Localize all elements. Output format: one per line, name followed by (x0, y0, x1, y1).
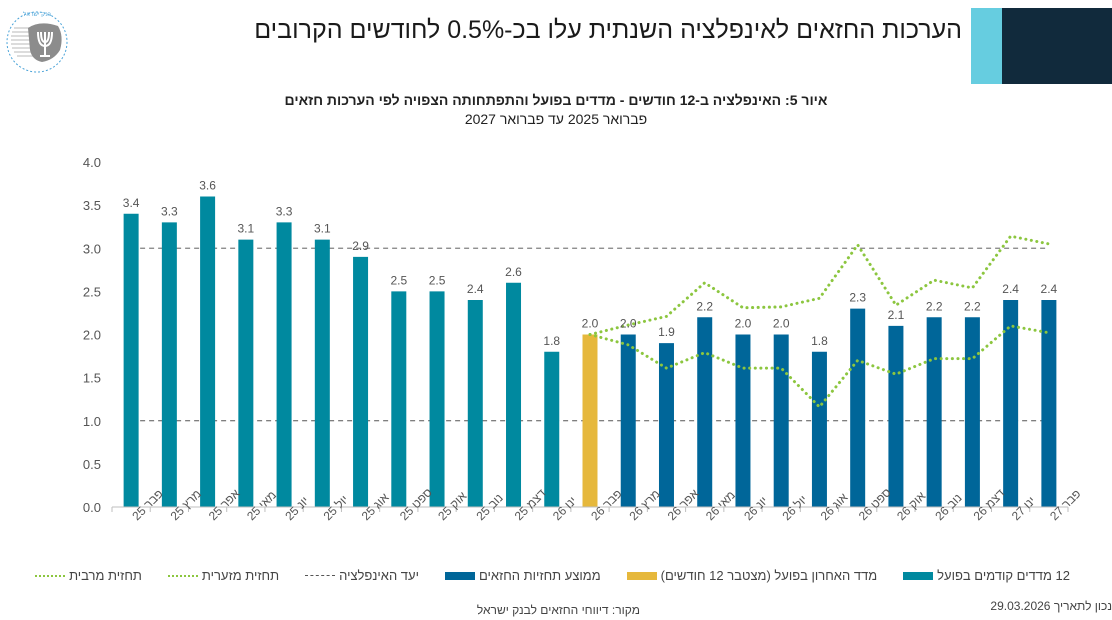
legend-label: יעד האינפלציה (339, 568, 419, 583)
title-accent-dark (1002, 8, 1112, 84)
bar (238, 239, 254, 507)
bar-value-label: 2.6 (505, 265, 522, 279)
y-tick-label: 4.0 (83, 155, 101, 170)
bar-value-label: 2.0 (735, 317, 752, 331)
y-tick-label: 2.0 (83, 328, 101, 343)
legend-swatch (444, 571, 475, 580)
bar (620, 334, 636, 507)
bar (391, 291, 407, 507)
bar (200, 196, 216, 507)
bar-value-label: 3.1 (314, 222, 331, 236)
bar-value-label: 2.0 (582, 317, 599, 331)
source-note: מקור: דיווחי החזאים לבנק ישראל (476, 603, 640, 617)
bar (314, 239, 330, 507)
bar (506, 282, 522, 507)
chart-legend: 12 מדדים קודמים בפועל מדד האחרון בפועל (מ… (35, 568, 1070, 583)
chart-title: איור 5: האינפלציה ב-12 חודשים - מדדים בפ… (284, 92, 828, 108)
legend-label: מדד האחרון בפועל (מצטבר 12 חודשים) (660, 568, 878, 583)
legend-label: תחזית מרבית (69, 568, 142, 583)
legend-swatch (626, 571, 657, 580)
bar (811, 351, 827, 507)
y-tick-label: 0.5 (83, 457, 101, 472)
bar-value-label: 3.4 (123, 196, 140, 210)
legend-item: מדד האחרון בפועל (מצטבר 12 חודשים) (626, 568, 878, 583)
bar-value-label: 2.2 (696, 299, 713, 313)
legend-label: ממוצע תחזיות החזאים (478, 568, 601, 583)
bank-of-israel-logo: בנק ישראל (4, 6, 70, 78)
y-tick-label: 3.0 (83, 241, 101, 256)
bar-value-label: 2.5 (390, 273, 407, 287)
min-forecast-line (588, 324, 1051, 410)
bar (1003, 300, 1019, 507)
bar (658, 343, 674, 507)
bar (276, 222, 292, 507)
bar-value-label: 3.3 (276, 204, 293, 218)
bar-value-label: 3.6 (199, 179, 216, 193)
bar (964, 317, 980, 507)
y-tick-label: 1.5 (83, 371, 101, 386)
svg-text:בנק ישראל: בנק ישראל (23, 11, 52, 18)
bar-value-label: 2.5 (429, 273, 446, 287)
bar (1041, 300, 1057, 507)
bar (353, 256, 369, 507)
bar-value-label: 2.4 (1002, 282, 1019, 296)
legend-dotted-line (35, 574, 66, 577)
bar (926, 317, 942, 507)
inflation-chart: 0.0 0.5 1.0 1.5 2.0 2.5 3.0 3.5 4.0 3.4 3.3 3.6 3.1… (83, 155, 1084, 523)
bar-value-label: 3.3 (161, 204, 178, 218)
bar-value-label: 2.9 (352, 239, 369, 253)
bar-value-label: 3.1 (237, 222, 254, 236)
bar (544, 351, 560, 507)
bar (123, 213, 139, 507)
bar-value-label: 1.8 (543, 334, 560, 348)
bar (850, 308, 866, 507)
chart-subtitle: פברואר 2025 עד פברואר 2027 (464, 111, 648, 127)
bar-value-label: 2.4 (1041, 282, 1058, 296)
date-note: נכון לתאריך 29.03.2026 (990, 599, 1112, 613)
data-labels: 3.4 3.3 3.6 3.1 3.3 3.1 2.9 2.5 2.5 2.4 2.6 1.8 2.0 2… (123, 179, 1058, 348)
bar (735, 334, 751, 507)
legend-item: יעד האינפלציה (305, 568, 419, 583)
bar-value-label: 2.3 (849, 291, 866, 305)
max-forecast-line (588, 234, 1051, 336)
legend-swatch (903, 571, 934, 580)
bar (697, 317, 713, 507)
legend-label: תחזית מזערית (201, 568, 280, 583)
y-tick-label: 1.0 (83, 414, 101, 429)
bar-value-label: 2.2 (964, 299, 981, 313)
bar (467, 300, 483, 507)
bar-value-label: 2.0 (773, 317, 790, 331)
bar-value-label: 2.1 (888, 308, 905, 322)
title-accent-light (971, 8, 1002, 84)
menorah-icon: בנק ישראל (6, 11, 68, 73)
legend-item: תחזית מרבית (35, 568, 142, 583)
y-tick-label: 2.5 (83, 284, 101, 299)
bars (123, 196, 1057, 507)
bar-value-label: 2.2 (926, 299, 943, 313)
legend-item: ממוצע תחזיות החזאים (444, 568, 601, 583)
legend-label: 12 מדדים קודמים בפועל (937, 568, 1070, 583)
y-tick-label: 0.0 (83, 500, 101, 515)
bar (582, 334, 598, 507)
y-axis: 0.0 0.5 1.0 1.5 2.0 2.5 3.0 3.5 4.0 (83, 155, 101, 515)
bar (888, 325, 904, 507)
bar (161, 222, 177, 507)
bar-value-label: 1.9 (658, 325, 675, 339)
y-tick-label: 3.5 (83, 198, 101, 213)
bar-value-label: 1.8 (811, 334, 828, 348)
legend-dashed-line (305, 575, 336, 576)
bar (773, 334, 789, 507)
bar (429, 291, 445, 507)
legend-item: 12 מדדים קודמים בפועל (903, 568, 1070, 583)
bar-value-label: 2.4 (467, 282, 484, 296)
page-title: הערכות החזאים לאינפלציה השנתית עלו בכ-0.… (254, 16, 962, 44)
bar-value-label: 2.0 (620, 317, 637, 331)
legend-dotted-line (167, 574, 198, 577)
forecast-lines (588, 234, 1051, 410)
legend-item: תחזית מזערית (167, 568, 280, 583)
